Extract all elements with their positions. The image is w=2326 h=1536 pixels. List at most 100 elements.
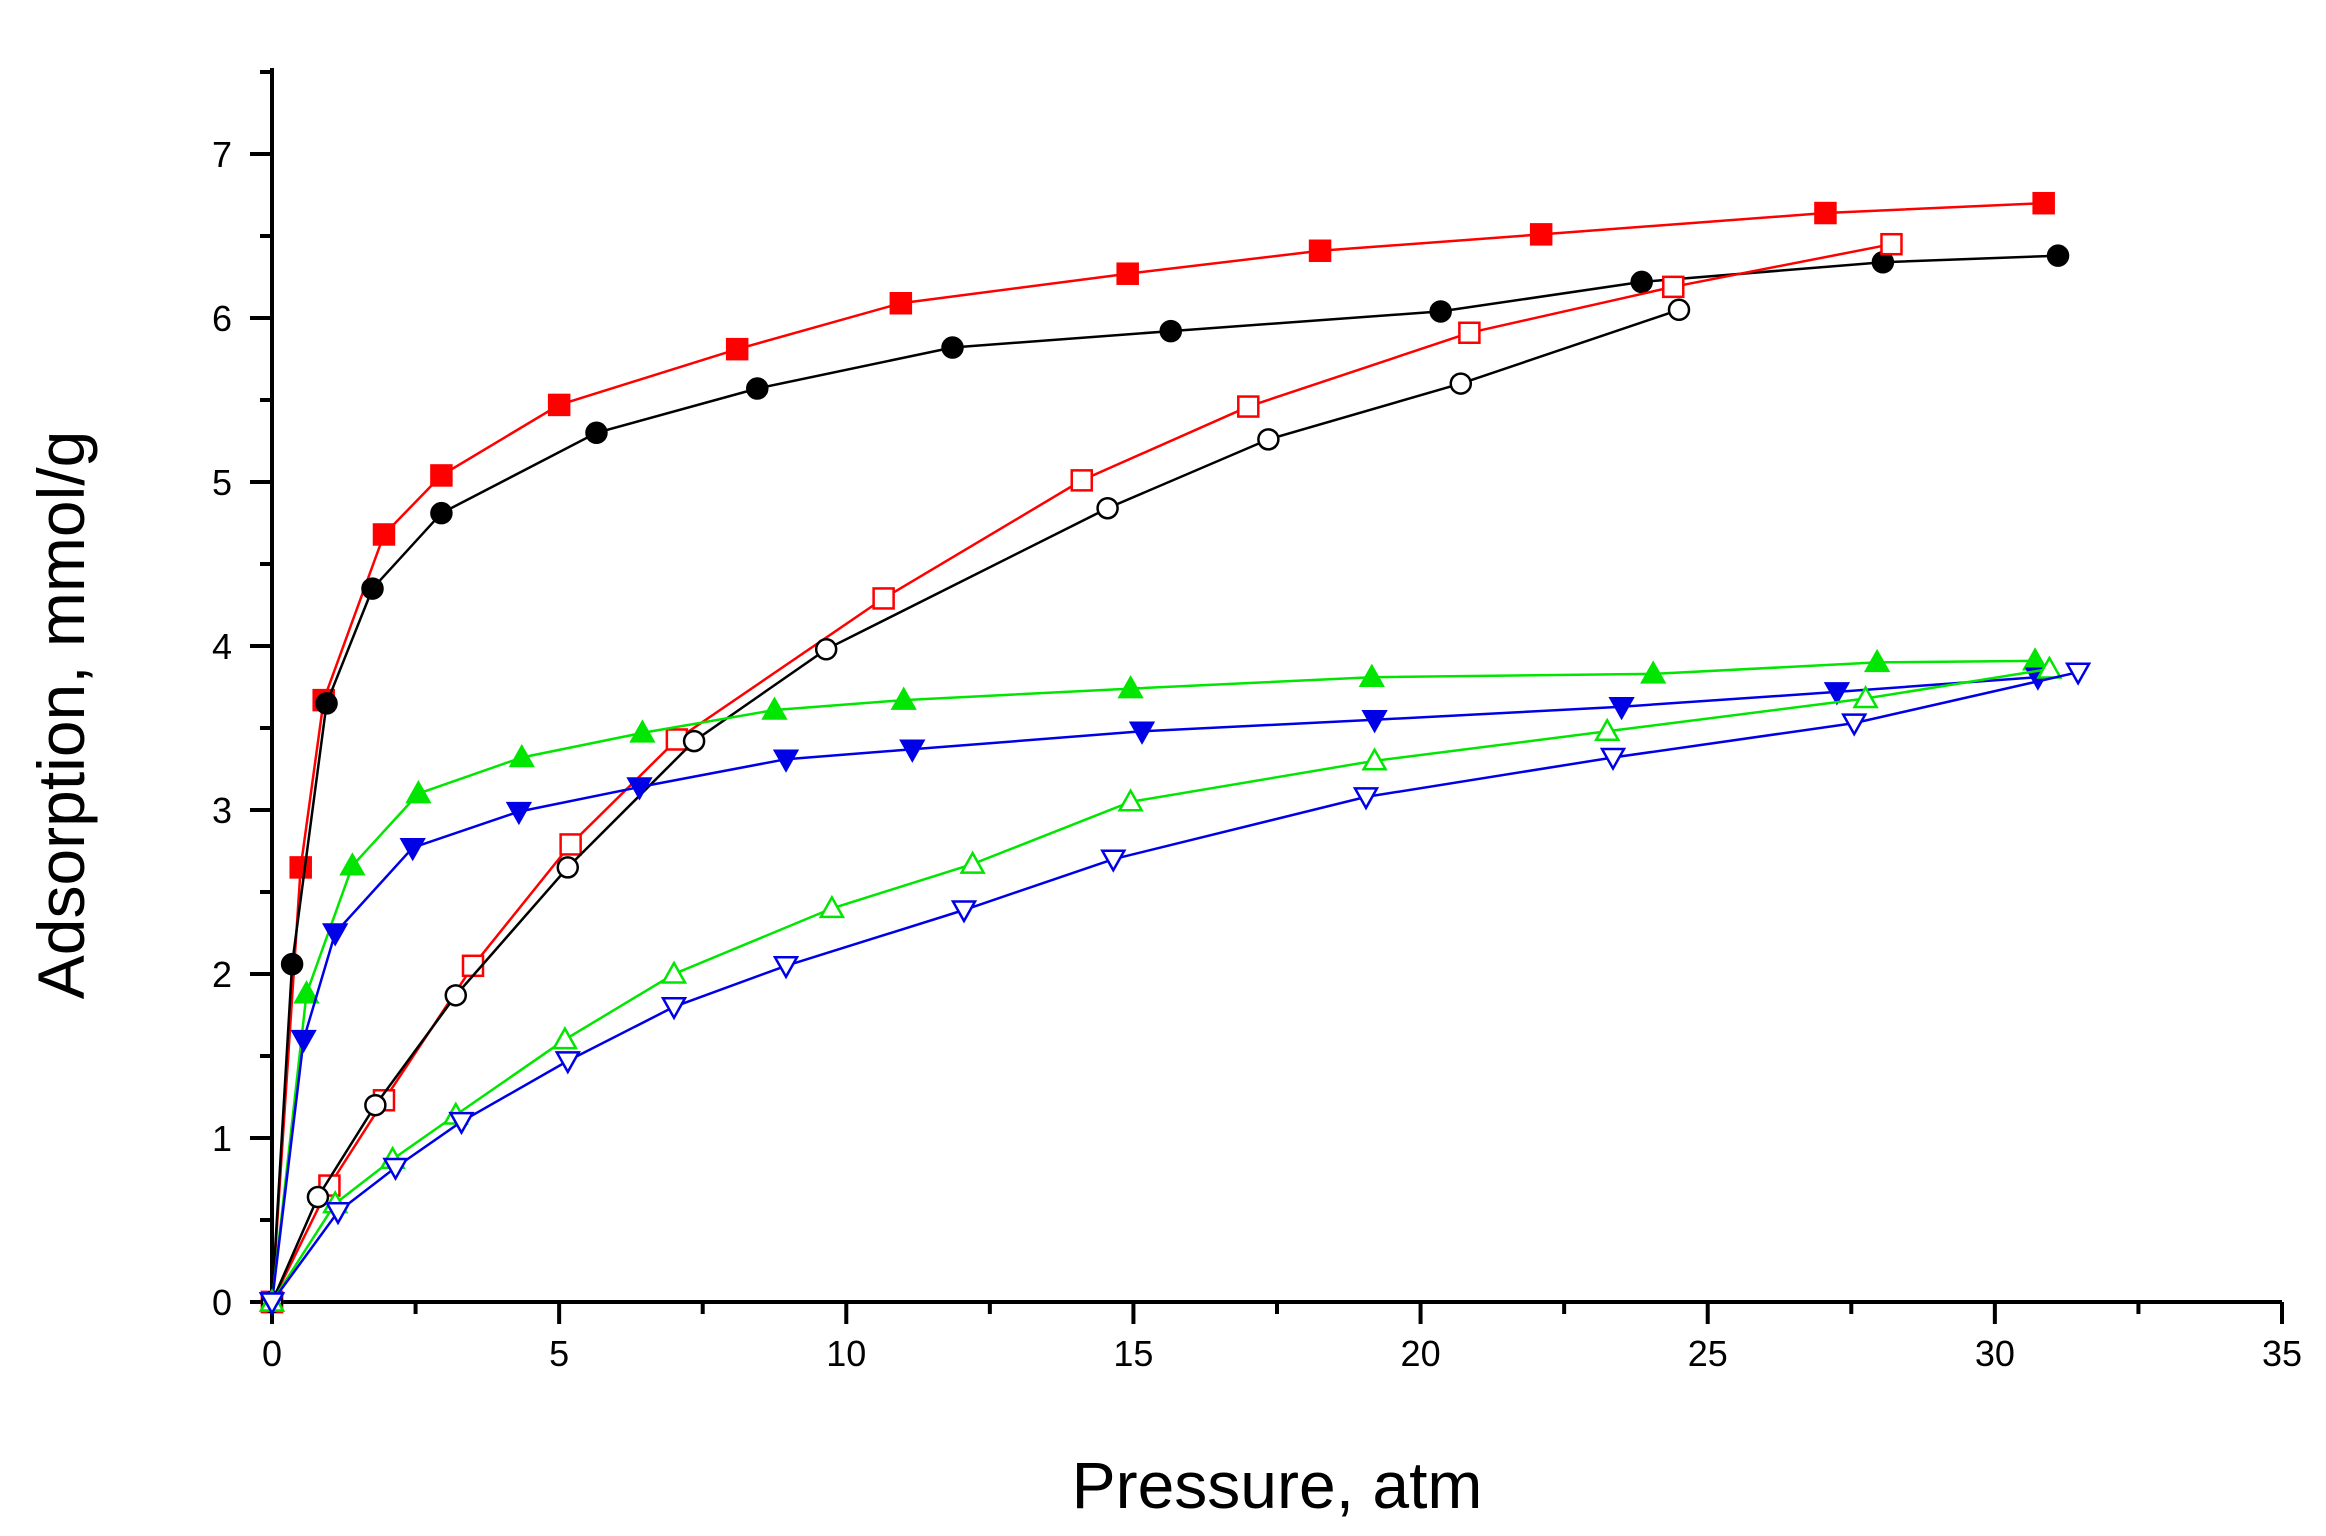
series-line [270, 670, 2079, 1303]
data-point [660, 997, 688, 1021]
series-green-filled-triangles [258, 647, 2049, 1312]
data-point [626, 777, 653, 801]
data-point [554, 1051, 581, 1075]
data-point [364, 1093, 387, 1117]
data-point [559, 833, 582, 856]
x-tick-label: 35 [2262, 1333, 2302, 1374]
data-point [505, 801, 533, 826]
data-point [1529, 223, 1553, 246]
data-point [1814, 201, 1837, 225]
data-point [293, 980, 320, 1004]
data-point [2064, 662, 2092, 686]
x-tick-label: 10 [826, 1333, 866, 1374]
y-tick-label: 7 [212, 134, 232, 175]
data-point [1429, 300, 1452, 323]
data-point [950, 900, 978, 924]
y-ticks: 0 1 2 3 4 5 6 7 [212, 70, 272, 1323]
series-layer [258, 191, 2092, 1316]
data-point [280, 952, 304, 976]
data-point [941, 336, 964, 359]
series-line [270, 254, 2059, 1303]
data-point [1237, 395, 1260, 418]
x-tick-label: 25 [1688, 1333, 1728, 1374]
y-tick-label: 0 [212, 1282, 232, 1323]
data-point [1823, 682, 1851, 706]
data-point [1358, 663, 1385, 687]
x-tick-label: 5 [549, 1333, 569, 1374]
y-tick-label: 1 [212, 1118, 232, 1159]
series-line [270, 667, 2050, 1303]
data-point [1352, 787, 1380, 811]
data-point [1449, 372, 1473, 395]
data-point [361, 577, 384, 600]
data-point [1458, 321, 1481, 345]
data-point [444, 984, 468, 1007]
data-point [508, 743, 535, 768]
data-point [430, 464, 453, 487]
data-point [290, 1029, 317, 1054]
data-point [1070, 469, 1093, 492]
data-point [382, 1157, 409, 1182]
data-point [2021, 647, 2049, 671]
x-tick-label: 0 [262, 1333, 282, 1374]
series-line [270, 675, 2038, 1303]
series-red-open-squares [260, 232, 1903, 1314]
data-point [629, 719, 656, 743]
data-point [1640, 660, 1667, 684]
data-point [339, 852, 366, 876]
y-tick-label: 3 [212, 790, 232, 831]
series-black-open-circles [260, 298, 1691, 1314]
data-point [890, 686, 917, 710]
y-tick-label: 2 [212, 954, 232, 995]
data-point [430, 501, 453, 525]
series-red-filled-squares [260, 191, 2055, 1314]
x-ticks: 0 5 10 15 20 25 30 35 [262, 1302, 2302, 1374]
data-point [2046, 244, 2070, 267]
axes: 0 5 10 15 20 25 30 35 0 1 2 3 4 5 6 7 [212, 68, 2302, 1374]
y-axis-title: Adsorption, mmol/g [24, 431, 98, 1000]
data-point [1361, 747, 1388, 771]
data-point [889, 291, 913, 315]
data-point [872, 587, 895, 610]
data-point [761, 696, 788, 720]
series-line [270, 242, 1892, 1303]
data-point [1096, 496, 1119, 520]
data-point [405, 780, 432, 804]
data-point [1880, 232, 1903, 256]
series-line [270, 659, 2036, 1303]
data-point [814, 638, 838, 661]
data-point [289, 856, 312, 879]
data-point [772, 956, 800, 980]
series-line [270, 308, 1680, 1303]
data-point [959, 850, 986, 874]
data-point [585, 421, 608, 445]
data-point [306, 1185, 330, 1209]
data-point [1116, 262, 1139, 285]
series-line [270, 201, 2044, 1303]
data-point [1159, 319, 1183, 343]
data-point [1117, 788, 1144, 812]
data-point [1308, 239, 1332, 263]
data-point [1361, 710, 1388, 734]
x-axis-title: Pressure, atm [1072, 1448, 1483, 1522]
data-point [1257, 428, 1280, 451]
y-tick-label: 4 [212, 626, 232, 667]
data-point [818, 894, 846, 919]
series-blue-open-triangles [258, 662, 2092, 1316]
y-tick-label: 6 [212, 298, 232, 339]
data-point [682, 729, 706, 753]
data-point [547, 393, 571, 417]
data-point [1608, 696, 1635, 721]
x-tick-label: 15 [1113, 1333, 1153, 1374]
data-point [1599, 747, 1627, 772]
data-point [1662, 275, 1685, 299]
data-point [556, 856, 580, 879]
data-point [322, 923, 349, 947]
data-point [1841, 713, 1868, 737]
data-point [725, 337, 749, 361]
data-point [1630, 270, 1653, 294]
data-point [1863, 648, 1891, 673]
data-point [899, 739, 926, 763]
data-point [1100, 849, 1127, 873]
